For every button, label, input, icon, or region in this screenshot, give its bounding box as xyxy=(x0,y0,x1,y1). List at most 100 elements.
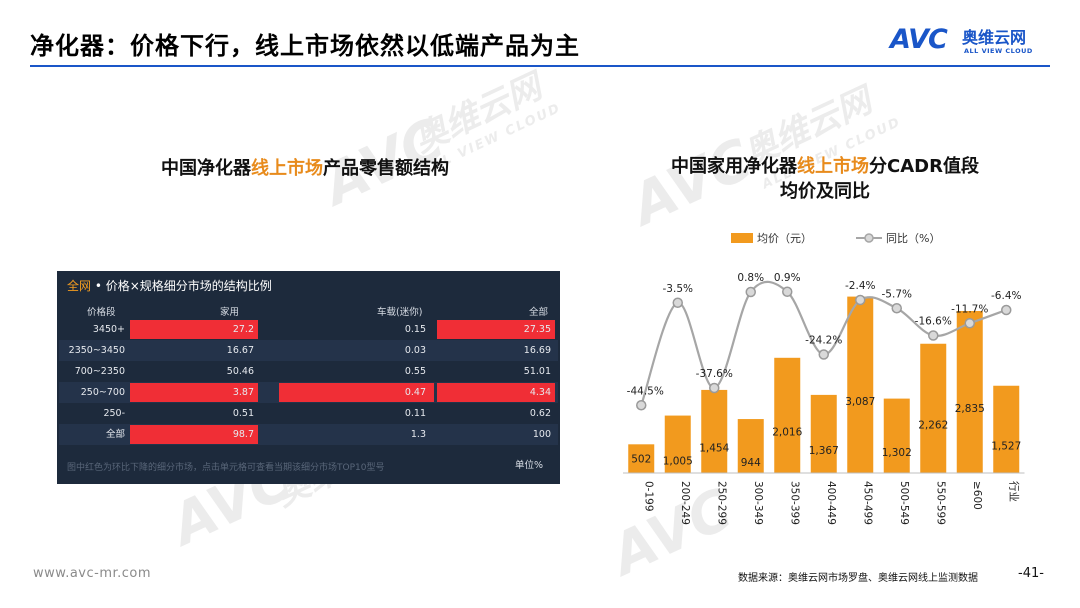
footer-source: 数据来源：奥维云网市场罗盘、奥维云网线上监测数据 xyxy=(738,573,978,584)
column-header-car: 车载(迷你) xyxy=(377,307,423,318)
bar xyxy=(628,444,655,473)
table-panel-title: 全网 • 价格×规格细分市场的结构比例 xyxy=(67,279,272,293)
column-header-price: 价格段 xyxy=(87,307,116,318)
yoy-label: -37.6% xyxy=(696,368,733,380)
yoy-label: -2.4% xyxy=(845,280,875,292)
table-note: 图中红色为环比下降的细分市场，点击单元格可查看当期该细分市场TOP10型号 xyxy=(67,463,385,473)
yoy-label: 0.9% xyxy=(774,272,801,284)
value-cell[interactable]: 0.55 xyxy=(404,366,426,377)
category-label: 250-299 xyxy=(715,481,727,525)
bar xyxy=(701,389,728,473)
value-cell[interactable]: 0.03 xyxy=(404,345,426,356)
value-cell[interactable]: 100 xyxy=(532,429,551,440)
yoy-label: -11.7% xyxy=(951,303,988,315)
slide-title: 净化器：价格下行，线上市场依然以低端产品为主 xyxy=(30,32,580,60)
page-number: -41- xyxy=(1018,566,1044,581)
bar-value-label: 1,005 xyxy=(663,455,693,467)
bar xyxy=(737,419,764,473)
value-cell[interactable]: 50.46 xyxy=(226,366,254,377)
yoy-label: -5.7% xyxy=(882,288,912,300)
bar-value-label: 944 xyxy=(741,457,761,469)
watermark: 奥维云网 xyxy=(407,66,548,161)
chart-legend: 均价（元） 同比（%） xyxy=(731,232,940,245)
column-header-total: 全部 xyxy=(529,307,549,318)
value-cell[interactable]: 0.62 xyxy=(529,408,551,419)
value-cell[interactable]: 16.69 xyxy=(523,345,551,356)
category-label: 450-499 xyxy=(861,481,873,525)
value-cell[interactable]: 27.2 xyxy=(232,324,254,335)
yoy-label: -16.6% xyxy=(915,316,952,328)
bar xyxy=(664,415,691,473)
category-label: 200-249 xyxy=(679,481,691,525)
category-label: ≥600 xyxy=(971,481,983,510)
table-row[interactable]: 3450+ 27.2 0.15 27.35 xyxy=(59,319,558,340)
bar xyxy=(810,394,837,473)
bar-value-label: 1,302 xyxy=(882,447,912,459)
yoy-point xyxy=(1001,304,1012,316)
structure-table-panel: 全网 • 价格×规格细分市场的结构比例 价格段 家用 车载(迷你) 全部 345… xyxy=(57,271,560,484)
value-cell[interactable]: 0.47 xyxy=(404,387,426,398)
yoy-point xyxy=(928,330,939,341)
value-cell[interactable]: 98.7 xyxy=(232,429,254,440)
yoy-point xyxy=(855,294,866,306)
yoy-label: 0.8% xyxy=(737,272,764,284)
value-cell[interactable]: 0.11 xyxy=(404,408,426,419)
bar xyxy=(993,385,1020,473)
yoy-label: -44.5% xyxy=(627,385,664,397)
category-label: 400-449 xyxy=(825,481,837,525)
bar-value-label: 502 xyxy=(631,454,651,466)
bar-value-label: 3,087 xyxy=(845,396,875,408)
value-cell[interactable]: 1.3 xyxy=(410,429,426,440)
legend-line-label: 同比（%） xyxy=(886,232,940,245)
yoy-label: -3.5% xyxy=(663,283,693,295)
highlight-cell xyxy=(437,383,555,402)
logo-cn-text: 奥维云网 xyxy=(962,28,1027,47)
yoy-point xyxy=(818,349,829,360)
legend-bar-label: 均价（元） xyxy=(757,232,812,245)
price-segment-cell: 2350~3450 xyxy=(68,345,125,356)
bar xyxy=(920,343,947,473)
slide-header: 净化器：价格下行，线上市场依然以低端产品为主 AVC 奥维云网 ALL VIEW… xyxy=(0,0,1080,64)
avc-logo: AVC 奥维云网 ALL VIEW CLOUD xyxy=(890,24,1060,60)
yoy-label: -24.2% xyxy=(805,335,842,347)
category-label: 350-399 xyxy=(788,481,800,525)
value-cell[interactable]: 3.87 xyxy=(232,387,254,398)
category-label: 500-549 xyxy=(898,481,910,525)
price-segment-cell: 700~2350 xyxy=(74,366,125,377)
category-label: 300-349 xyxy=(752,481,764,525)
logo-mark: AVC xyxy=(890,24,948,55)
table-row[interactable]: 250- 0.51 0.11 0.62 xyxy=(59,403,558,424)
table-row[interactable]: 全部 98.7 1.3 100 xyxy=(59,424,558,445)
price-segment-cell: 3450+ xyxy=(92,324,125,335)
yoy-point xyxy=(672,297,683,308)
value-cell[interactable]: 0.15 xyxy=(404,324,426,335)
table-unit: 单位% xyxy=(515,460,544,471)
logo-en-text: ALL VIEW CLOUD xyxy=(964,47,1033,55)
header-divider xyxy=(30,65,1050,67)
table-row[interactable]: 250~700 3.87 0.47 4.34 xyxy=(59,382,558,403)
value-cell[interactable]: 4.34 xyxy=(529,387,551,398)
value-cell[interactable]: 16.67 xyxy=(226,345,254,356)
category-label: 行业 xyxy=(1007,481,1020,502)
highlight-cell xyxy=(130,383,258,402)
value-cell[interactable]: 27.35 xyxy=(523,324,551,335)
bar xyxy=(883,398,910,473)
yoy-point xyxy=(745,286,756,298)
price-yoy-chart: 均价（元） 同比（%） 502 1,005 1,454 944 2,016 1,367 3,08… xyxy=(623,232,1025,525)
highlight-cell xyxy=(437,320,555,339)
yoy-point xyxy=(782,286,793,297)
table-row[interactable]: 2350~3450 16.67 0.03 16.69 xyxy=(59,340,558,361)
yoy-point xyxy=(891,303,902,314)
price-segment-cell: 250- xyxy=(103,408,125,419)
table-row[interactable]: 700~2350 50.46 0.55 51.01 xyxy=(59,361,558,382)
category-label: 550-599 xyxy=(934,481,946,525)
price-segment-cell: 全部 xyxy=(105,429,125,440)
yoy-point xyxy=(636,400,647,411)
legend-bar-swatch xyxy=(731,233,753,243)
category-label: 0-199 xyxy=(642,481,654,512)
highlight-cell xyxy=(130,425,258,444)
value-cell[interactable]: 0.51 xyxy=(232,408,254,419)
yoy-point xyxy=(964,318,975,329)
bar-value-label: 1,454 xyxy=(699,442,729,454)
value-cell[interactable]: 51.01 xyxy=(523,366,551,377)
